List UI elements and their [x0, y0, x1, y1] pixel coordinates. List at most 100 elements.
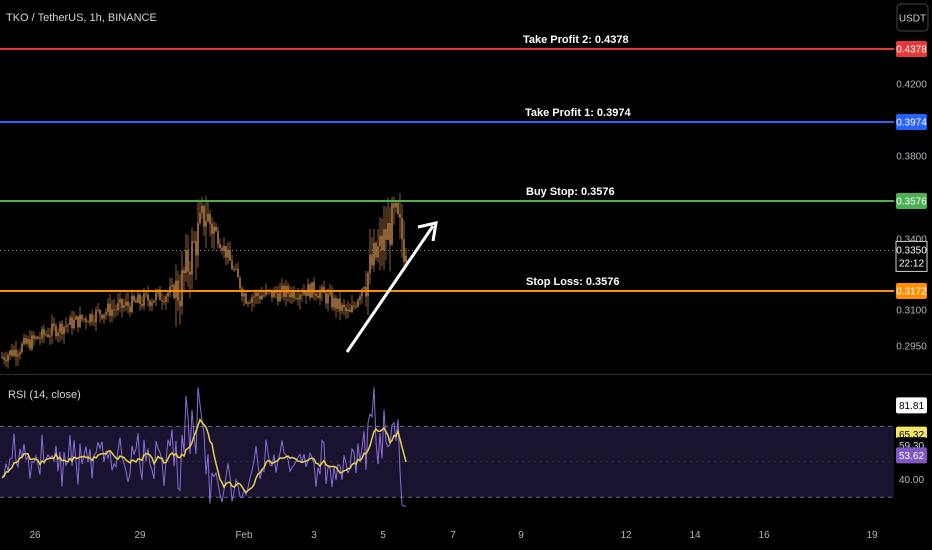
candle-body [333, 298, 335, 308]
price-tick-label: 0.4200 [896, 80, 927, 91]
candle-body [141, 303, 143, 306]
candle-body [169, 286, 171, 293]
candle-body [111, 309, 113, 316]
currency-button[interactable]: USDT [896, 3, 929, 32]
candle-body [239, 277, 241, 289]
level-lines[interactable]: Take Profit 2: 0.4378 Take Profit 1: 0.39… [0, 34, 894, 292]
candle-body [357, 299, 359, 307]
candle-body [273, 289, 275, 298]
price-tick-label: 0.3400 [896, 235, 927, 246]
candle-body [225, 245, 227, 258]
price-tick-label: 0.3800 [896, 152, 927, 163]
candle-body [397, 202, 399, 214]
candle-body [73, 319, 75, 329]
candle-body [131, 295, 133, 313]
candle-body [261, 295, 263, 300]
candle-body [263, 294, 265, 296]
candle-body [145, 293, 147, 295]
candle-body [313, 282, 315, 294]
candle-body [171, 284, 173, 287]
level-tag-text-tp2: 0.4378 [896, 45, 927, 56]
candle-body [149, 300, 151, 306]
candle-body [125, 301, 127, 306]
level-tag-text-buy_stop: 0.3576 [896, 197, 927, 208]
candle-body [39, 338, 41, 340]
candle-body [371, 254, 373, 266]
candle-body [287, 286, 289, 294]
candle-body [77, 316, 79, 328]
candle-body [155, 292, 157, 301]
candle-body [79, 314, 81, 328]
candle-body [245, 293, 247, 304]
candle-body [367, 273, 369, 297]
candle-body [113, 309, 115, 311]
candles-group [1, 193, 407, 369]
candle-body [315, 293, 317, 297]
time-axis[interactable]: 26 29 Feb 3 5 7 9 12 14 16 19 [29, 530, 878, 541]
level-label-stop_loss: Stop Loss: 0.3576 [526, 276, 620, 288]
level-label-tp2: Take Profit 2: 0.4378 [523, 34, 629, 46]
candle-body [221, 247, 223, 251]
candle-body [121, 299, 123, 308]
candle-body [143, 293, 145, 306]
current-price-box [895, 240, 928, 272]
trend-arrow-annotation[interactable] [345, 221, 438, 353]
candle-body [3, 357, 5, 360]
rsi-badge-text: 65.32 [899, 430, 924, 441]
candle-body [211, 223, 213, 234]
candle-body [379, 235, 381, 247]
candle-body [373, 242, 375, 266]
candle-body [133, 295, 135, 301]
candle-body [181, 270, 183, 307]
candle-body [223, 245, 225, 251]
candle-body [97, 309, 99, 311]
candle-body [349, 309, 351, 312]
rsi-label[interactable]: RSI (14, close) [8, 389, 81, 401]
rsi-line [1, 387, 406, 507]
symbol-title[interactable]: TKO / TetherUS, 1h, BINANCE [6, 12, 157, 24]
candle-body [195, 240, 197, 256]
candle-body [363, 286, 365, 289]
candle-body [191, 241, 193, 275]
candle-body [355, 305, 357, 307]
currency-button-label[interactable]: USDT [899, 14, 926, 25]
candle-body [389, 222, 391, 245]
price-tick-label: 0.2950 [896, 342, 927, 353]
time-tick-label: 14 [689, 530, 701, 541]
candle-body [335, 298, 337, 309]
candle-body [33, 335, 35, 339]
price-pane[interactable] [0, 0, 932, 374]
candle-body [37, 336, 39, 339]
time-tick-label: 12 [620, 530, 632, 541]
candle-body [119, 299, 121, 304]
currency-button-frame[interactable] [896, 3, 929, 32]
candle-body [339, 298, 341, 311]
candle-body [103, 314, 105, 319]
candle-body [17, 354, 19, 357]
candle-body [129, 306, 131, 313]
candle-body [353, 305, 355, 307]
candle-body [117, 303, 119, 310]
candle-body [405, 255, 407, 262]
time-tick-label: 9 [518, 530, 524, 541]
candle-body [189, 271, 191, 275]
price-axis[interactable]: 0.4200 0.3800 0.3400 0.3100 0.2950 [896, 80, 927, 353]
candle-body [369, 254, 371, 274]
candle-body [47, 334, 49, 337]
candle-body [193, 240, 195, 242]
candle-body [321, 287, 323, 292]
candle-body [67, 324, 69, 326]
candle-body [65, 325, 67, 327]
candle-body [135, 300, 137, 303]
candle-body [281, 285, 283, 290]
candle-body [205, 221, 207, 227]
candle-body [399, 213, 401, 218]
candle-body [265, 289, 267, 295]
candle-body [341, 304, 343, 311]
candle-body [237, 268, 239, 278]
candle-body [99, 309, 101, 315]
candle-body [7, 355, 9, 362]
time-tick-label: 19 [866, 530, 878, 541]
